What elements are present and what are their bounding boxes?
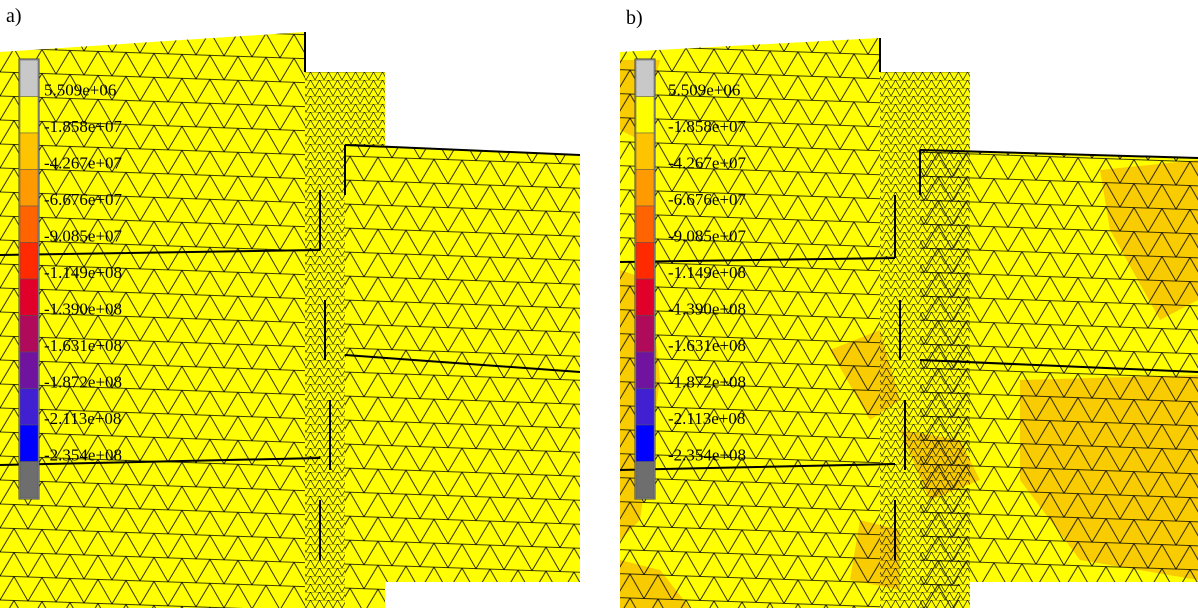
- legend-swatch: [20, 206, 38, 243]
- legend-label: -2.113e+08: [668, 409, 745, 428]
- legend-label: -1.858e+07: [44, 117, 123, 136]
- legend-swatch: [20, 170, 38, 207]
- legend-swatch: [636, 279, 654, 316]
- legend-swatch: [636, 316, 654, 353]
- legend-label: -2.354e+08: [668, 445, 746, 464]
- legend-swatch: [636, 60, 654, 97]
- legend-swatch: [20, 279, 38, 316]
- legend-label: -1.149e+08: [44, 263, 122, 282]
- legend-swatch: [20, 352, 38, 389]
- legend-label: -6.676e+07: [668, 190, 747, 209]
- legend-label: -1.390e+08: [668, 299, 746, 318]
- legend-swatch: [636, 462, 654, 499]
- legend-label: -4.267e+07: [668, 153, 747, 172]
- legend-label: -1.858e+07: [668, 117, 747, 136]
- legend-label: -1.390e+08: [44, 299, 122, 318]
- legend-label: -6.676e+07: [44, 190, 123, 209]
- legend-label: -4.267e+07: [44, 153, 123, 172]
- legend-label: -1.631e+08: [44, 336, 122, 355]
- legend-swatch: [20, 425, 38, 462]
- legend-label: -9.085e+07: [44, 226, 123, 245]
- figure: a) b) 5.509e+06 -1.858e+07 -4.267e+07 -6.67…: [0, 0, 1198, 608]
- legend-swatch: [20, 243, 38, 280]
- legend-label: -2.354e+08: [44, 445, 122, 464]
- legend-swatch: [636, 389, 654, 426]
- legend-label: 5.509e+06: [668, 80, 740, 99]
- legend-swatch: [636, 170, 654, 207]
- legend-swatch: [636, 133, 654, 170]
- legend-swatch: [636, 243, 654, 280]
- legend-swatch: [20, 389, 38, 426]
- legend-swatch: [636, 206, 654, 243]
- legend-swatch: [636, 97, 654, 134]
- legend-label: -2.113e+08: [44, 409, 121, 428]
- legend-swatch: [20, 316, 38, 353]
- panel-label: b): [626, 7, 643, 29]
- legend-swatch: [636, 425, 654, 462]
- legend-swatch: [20, 462, 38, 499]
- legend-swatch: [636, 352, 654, 389]
- legend-swatch: [20, 133, 38, 170]
- panel-label: a): [6, 5, 22, 27]
- legend-label: -1.631e+08: [668, 336, 746, 355]
- legend-swatch: [20, 97, 38, 134]
- legend-label: -1.149e+08: [668, 263, 746, 282]
- legend-label: -9.085e+07: [668, 226, 747, 245]
- legend-label: -1.872e+08: [44, 372, 122, 391]
- legend-swatch: [20, 60, 38, 97]
- legend-label: -1.872e+08: [668, 372, 746, 391]
- legend-label: 5.509e+06: [44, 80, 116, 99]
